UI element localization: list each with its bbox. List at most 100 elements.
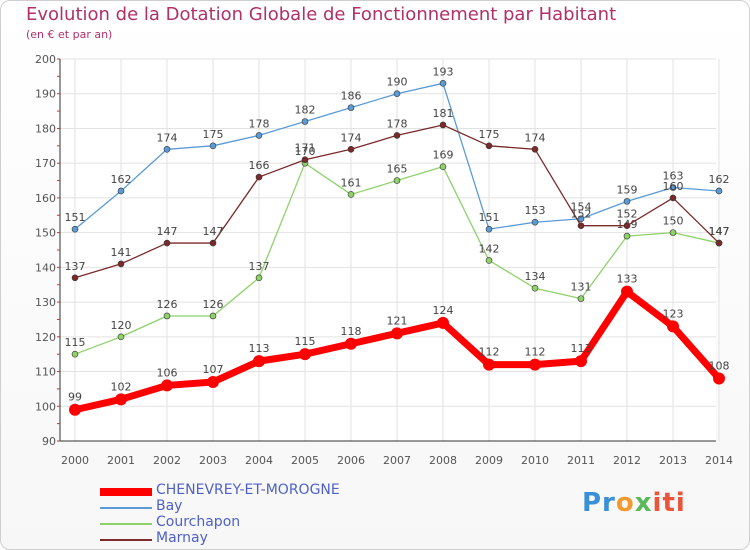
- data-label: 102: [111, 380, 132, 393]
- data-label: 174: [525, 131, 546, 144]
- data-point: [669, 184, 677, 191]
- data-point: [529, 358, 541, 371]
- legend-label: Courchapon: [156, 514, 241, 530]
- x-tick-label: 2010: [521, 454, 549, 467]
- data-label: 150: [663, 215, 684, 228]
- x-tick-label: 2001: [107, 454, 135, 467]
- data-point: [669, 229, 677, 236]
- y-tick-label: 180: [35, 122, 56, 135]
- data-label: 178: [387, 117, 408, 130]
- data-label: 137: [65, 260, 86, 273]
- data-point: [439, 163, 447, 170]
- legend-label: CHENEVREY-ET-MOROGNE: [156, 482, 340, 498]
- data-label: 154: [571, 201, 592, 214]
- data-label: 169: [433, 149, 454, 162]
- data-point: [347, 104, 355, 111]
- y-tick-label: 130: [35, 296, 56, 309]
- data-point: [531, 145, 539, 153]
- x-tick-label: 2006: [337, 454, 365, 467]
- data-label: 151: [479, 211, 500, 224]
- proxiti-logo: Proxiti: [582, 488, 686, 518]
- data-point: [209, 312, 217, 320]
- legend-swatch: [100, 523, 152, 525]
- data-label: 115: [295, 335, 316, 348]
- data-label: 112: [525, 346, 546, 359]
- data-label: 107: [203, 363, 224, 376]
- data-point: [623, 232, 631, 240]
- data-label: 166: [249, 159, 270, 172]
- data-label: 162: [709, 173, 730, 186]
- data-point: [71, 274, 79, 282]
- data-label: 120: [111, 319, 132, 332]
- data-point: [69, 403, 81, 416]
- data-label: 165: [387, 163, 408, 176]
- data-point: [439, 121, 447, 129]
- legend-swatch: [100, 507, 152, 509]
- data-point: [255, 132, 263, 139]
- plot-area: [60, 59, 716, 441]
- data-point: [439, 80, 447, 87]
- x-tick-label: 2005: [291, 454, 319, 467]
- data-label: 123: [663, 307, 684, 320]
- data-point: [485, 225, 493, 233]
- data-point: [623, 198, 631, 205]
- data-label: 121: [387, 314, 408, 327]
- data-label: 152: [571, 208, 592, 221]
- y-tick-label: 190: [35, 88, 56, 101]
- data-point: [437, 316, 449, 329]
- legend-swatch: [100, 488, 152, 496]
- data-point: [713, 372, 725, 385]
- chart-title: Evolution de la Dotation Globale de Fonc…: [26, 4, 617, 25]
- data-point: [163, 312, 171, 320]
- data-point: [391, 327, 403, 340]
- data-point: [299, 348, 311, 361]
- data-point: [209, 142, 217, 150]
- data-point: [621, 285, 633, 298]
- data-point: [253, 355, 265, 368]
- y-tick-label: 200: [35, 53, 56, 66]
- chart-subtitle: (en € et par an): [26, 28, 113, 41]
- data-label: 115: [65, 336, 86, 349]
- data-label: 162: [111, 173, 132, 186]
- data-label: 171: [295, 142, 316, 155]
- y-tick-label: 100: [35, 400, 56, 413]
- data-label: 174: [157, 131, 178, 144]
- data-label: 147: [157, 225, 178, 238]
- x-tick-label: 2008: [429, 454, 457, 467]
- data-label: 170: [295, 145, 316, 158]
- data-label: 99: [68, 391, 82, 404]
- legend-label: Marnay: [156, 530, 208, 546]
- data-label: 181: [433, 107, 454, 120]
- data-label: 106: [157, 366, 178, 379]
- data-label: 190: [387, 76, 408, 89]
- data-point: [301, 118, 309, 125]
- data-point: [531, 218, 539, 226]
- y-tick-label: 120: [35, 331, 56, 344]
- data-label: 159: [617, 183, 638, 196]
- data-label: 163: [663, 169, 684, 182]
- data-label: 178: [249, 117, 270, 130]
- data-label: 175: [203, 128, 224, 141]
- data-label: 126: [157, 298, 178, 311]
- data-point: [347, 145, 355, 153]
- y-tick-label: 160: [35, 192, 56, 205]
- data-label: 161: [341, 176, 362, 189]
- data-label: 186: [341, 90, 362, 103]
- data-label: 153: [525, 204, 546, 217]
- data-point: [575, 355, 587, 368]
- data-point: [483, 358, 495, 371]
- y-tick-label: 90: [42, 435, 56, 448]
- data-point: [393, 132, 401, 139]
- data-point: [577, 295, 585, 302]
- data-label: 113: [571, 342, 592, 355]
- x-tick-label: 2013: [659, 454, 687, 467]
- data-label: 147: [709, 225, 730, 238]
- data-label: 174: [341, 131, 362, 144]
- data-point: [393, 177, 401, 184]
- data-label: 113: [249, 342, 270, 355]
- data-point: [71, 225, 79, 233]
- data-point: [117, 187, 125, 195]
- data-label: 118: [341, 325, 362, 338]
- data-point: [577, 222, 585, 229]
- y-tick-label: 170: [35, 157, 56, 170]
